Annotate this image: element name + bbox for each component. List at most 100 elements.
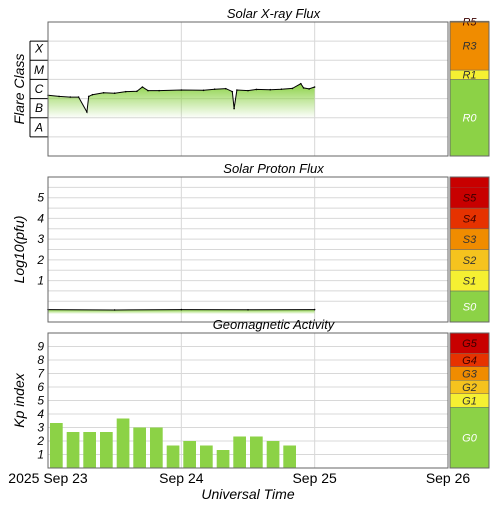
y-tick-label: 3 [37,232,44,246]
scale-level-label: S3 [463,234,477,246]
y-tick-label: 3 [37,421,44,435]
scale-level-box [450,177,489,188]
chart-title: Solar Proton Flux [223,161,324,176]
scale-level-label: R1 [462,70,476,82]
xray-flux-point [291,87,294,90]
scale-level-label: S2 [463,255,476,267]
y-axis-label: Flare Class [11,54,27,125]
x-tick-label: Sep 25 [292,470,337,486]
scale-level-label: G3 [462,369,478,381]
x-tick-label: Sep 26 [426,470,471,486]
xray-flux-point [102,92,105,94]
xray-flux-point [91,93,94,96]
y-tick-label: 2 [36,253,44,267]
y-tick-label: 6 [37,380,44,394]
scale-level-box [449,407,490,469]
kp-bar [266,441,280,468]
kp-bar [150,427,163,468]
xray-flux-point [213,88,216,90]
flare-class-label: X [34,41,44,55]
kp-bar [133,427,146,468]
xray-flux-point [255,88,258,91]
scale-level-label: S1 [463,276,476,288]
kp-bar [166,445,180,468]
proton-flux-point [313,308,316,311]
xray-flux-area [48,83,315,119]
kp-bar [116,418,130,468]
plot-border [47,21,449,157]
xray-flux-point [269,88,272,91]
flare-class-label: B [35,101,43,115]
xray-flux-point [180,89,183,91]
xray-flux-point [313,86,316,88]
xray-flux-point [77,96,80,98]
kp-bar [100,432,113,468]
y-axis-label: Kp index [11,372,27,427]
plot-background [48,22,448,156]
kp-bar [250,436,263,468]
scale-level-label: G0 [462,433,478,445]
flare-class-label: C [35,82,44,96]
xray-flux-point [58,95,60,98]
xray-flux-point [308,88,310,90]
xray-flux-point [136,90,138,93]
scale-bar-border [449,21,490,157]
kp-bar [283,445,296,468]
xray-flux-point [113,92,116,95]
xray-flux-point [87,95,90,98]
x-axis-label: Universal Time [201,486,294,502]
kp-bar [83,432,96,468]
proton-flux-point [247,308,249,311]
xray-flux-point [280,88,283,90]
xray-flux-point [236,89,238,91]
xray-flux-point [233,107,235,110]
kp-bar [200,445,213,468]
xray-flux-point [224,87,227,90]
kp-bar [66,432,80,468]
xray-flux-point [141,86,144,88]
proton-flux-point [180,308,183,311]
flare-class-label: M [34,63,44,77]
scale-level-label: R0 [462,113,477,125]
scale-level-label: G1 [462,396,477,408]
y-tick-label: 2 [36,434,44,448]
x-tick-label: 2025 Sep 23 [8,470,88,486]
x-tick-label: Sep 24 [159,470,204,486]
xray-flux-point [302,87,305,89]
scale-level-label: S4 [463,213,476,225]
scale-level-label: S5 [463,193,477,205]
y-tick-label: 8 [37,353,44,367]
y-tick-label: 5 [37,394,44,408]
xray-flux-point [69,96,72,98]
y-tick-label: 7 [37,367,45,381]
kp-bar [183,441,196,468]
xray-flux-point [202,89,205,92]
xray-flux-line [47,83,315,114]
chart-title: Geomagnetic Activity [213,317,336,332]
kp-bar [216,450,230,468]
y-tick-label: 4 [37,211,44,225]
scale-level-label: G5 [462,338,478,350]
flare-class-label: A [34,120,43,134]
scale-level-label: S0 [463,301,477,313]
y-axis-label: Log10(pfu) [11,216,27,284]
scale-bar-border [449,332,490,469]
scale-level-label: G4 [462,355,477,367]
plot-border [47,176,449,323]
xray-flux-point [299,82,302,85]
plot-border [47,332,449,469]
kp-bar [50,423,63,468]
proton-flux-point [113,309,116,311]
chart-title: Solar X-ray Flux [227,6,321,21]
scale-level-label: R3 [462,41,477,53]
xray-flux-point [158,89,160,92]
xray-flux-point [147,89,149,92]
y-tick-label: 4 [37,407,44,421]
xray-flux-point [247,89,249,92]
y-tick-label: 1 [37,448,44,462]
scale-level-label: R5 [462,17,477,29]
xray-flux-point [124,90,127,93]
scale-bar-border [449,176,490,323]
